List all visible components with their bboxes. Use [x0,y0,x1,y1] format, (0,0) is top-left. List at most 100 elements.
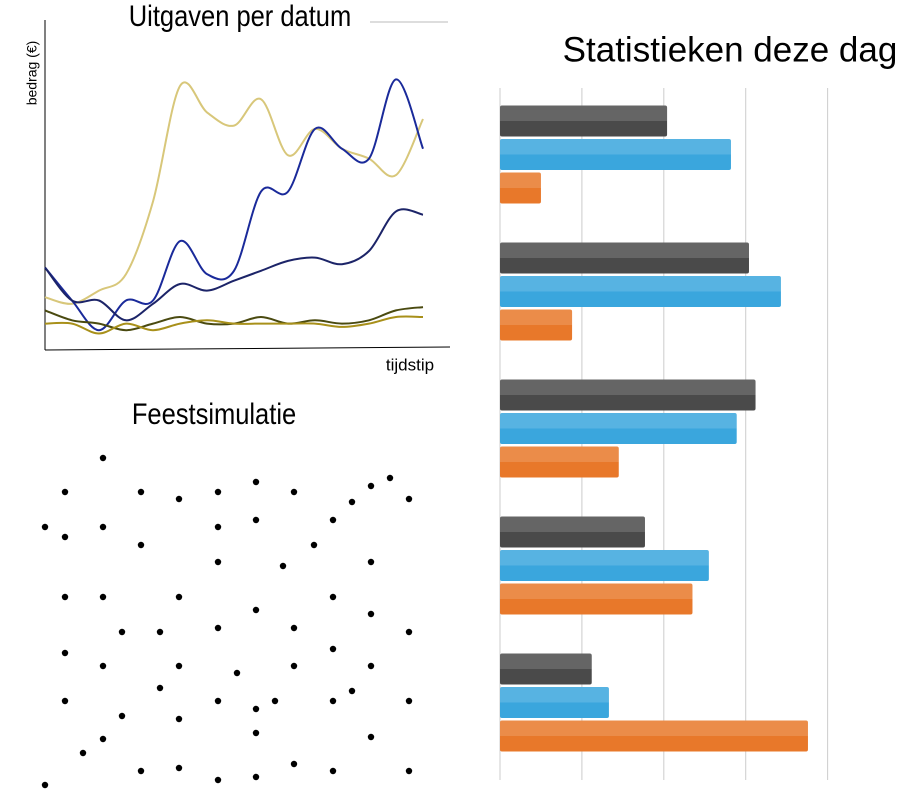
dot [405,767,413,775]
dot [214,488,222,496]
dot [329,593,337,601]
dot [348,687,356,695]
dot [214,697,222,705]
dot [279,562,287,570]
bar [500,720,808,752]
dot [367,482,375,490]
scatter-title: Feestsimulatie [132,397,296,430]
dot [99,454,107,462]
dot [252,606,260,614]
dot [137,541,145,549]
line-series [44,315,424,335]
dot [405,697,413,705]
dot [233,669,241,677]
bar-highlight [500,687,609,703]
bar [500,550,709,581]
bar-highlight [500,242,749,258]
bar-highlight [500,516,645,532]
dot [214,523,222,531]
dot [175,593,183,601]
bar-title: Statistieken deze dag [563,30,898,69]
bar-highlight [500,139,731,155]
dot [175,715,183,723]
bar-highlight [500,583,693,599]
dot [310,541,318,549]
bar [500,583,693,615]
bar-highlight [500,720,808,736]
dot [290,624,298,632]
dot [405,495,413,503]
dot [99,735,107,743]
bar [500,105,668,137]
dot [118,712,126,720]
dot [99,523,107,531]
bar-highlight [500,276,781,292]
dot [214,558,222,566]
x-axis [44,346,451,351]
dot [367,610,375,618]
bar [500,276,781,307]
bar [500,172,541,204]
bar [500,139,731,170]
dot [290,760,298,768]
dot [348,498,356,506]
bar-highlight [500,653,592,669]
bar [500,653,592,685]
dot [137,488,145,496]
dot [61,697,69,705]
dot [79,749,87,757]
dot [405,628,413,636]
dot [175,764,183,772]
dot [99,593,107,601]
bar [500,516,645,548]
dot [175,495,183,503]
dot [367,662,375,670]
bar [500,242,749,274]
dot [137,767,145,775]
bar [500,446,619,478]
dot [252,729,260,737]
line-series [44,208,424,322]
dot [367,733,375,741]
dot [252,705,260,713]
dot [175,662,183,670]
bar [500,379,756,411]
dot [41,781,49,789]
dot [156,684,164,692]
dot [214,776,222,784]
dot [367,558,375,566]
dot [61,533,69,541]
bar-highlight [500,309,573,325]
line-series [44,306,424,332]
dot [271,697,279,705]
dot [386,474,394,482]
dot [329,767,337,775]
bar-highlight [500,379,756,395]
line-series [44,81,424,305]
dot [99,662,107,670]
dot [329,645,337,653]
dot [252,478,260,486]
line-series [44,78,424,332]
dot [290,488,298,496]
dot [329,516,337,524]
dot [118,628,126,636]
y-axis-label: bedrag (€) [24,41,40,106]
dot [290,662,298,670]
bar-highlight [500,172,541,188]
dot [252,516,260,524]
dot [41,523,49,531]
bar [500,413,737,444]
dot [214,624,222,632]
dot [329,697,337,705]
bar [500,309,573,341]
bar-highlight [500,446,619,462]
dot [61,649,69,657]
line-title: Uitgaven per datum [129,0,351,32]
x-axis-label: tijdstip [386,355,434,374]
bar-highlight [500,413,737,429]
bar [500,687,609,718]
dot [61,593,69,601]
bar-highlight [500,550,709,566]
